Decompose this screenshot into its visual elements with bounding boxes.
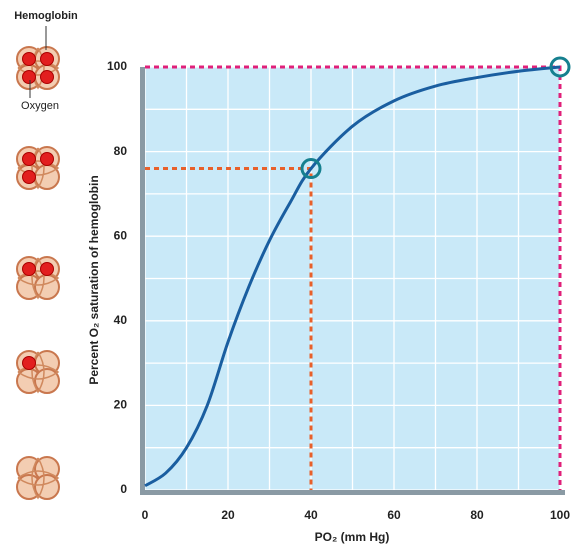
y-tick-label: 0 <box>120 482 127 496</box>
x-tick-label: 80 <box>470 508 484 522</box>
x-tick-label: 20 <box>221 508 235 522</box>
y-axis <box>140 67 145 495</box>
chart: Hemoglobin Oxygen Percent O₂ saturation … <box>0 0 572 548</box>
x-tick-label: 60 <box>387 508 401 522</box>
y-tick-label: 80 <box>114 144 128 158</box>
y-tick-label: 60 <box>114 228 128 242</box>
x-axis <box>140 490 565 495</box>
y-tick-label: 40 <box>114 313 128 327</box>
annotation: Oxygen <box>21 100 59 112</box>
x-tick-label: 40 <box>304 508 318 522</box>
y-tick-label: 20 <box>114 398 128 412</box>
hemoglobin-icons <box>17 26 59 499</box>
x-axis-label: PO₂ (mm Hg) <box>315 530 390 544</box>
x-tick-label: 100 <box>550 508 570 522</box>
x-tick-label: 0 <box>142 508 149 522</box>
annotation: Hemoglobin <box>14 10 78 22</box>
y-tick-label: 100 <box>107 59 127 73</box>
y-axis-label: Percent O₂ saturation of hemoglobin <box>87 175 101 384</box>
